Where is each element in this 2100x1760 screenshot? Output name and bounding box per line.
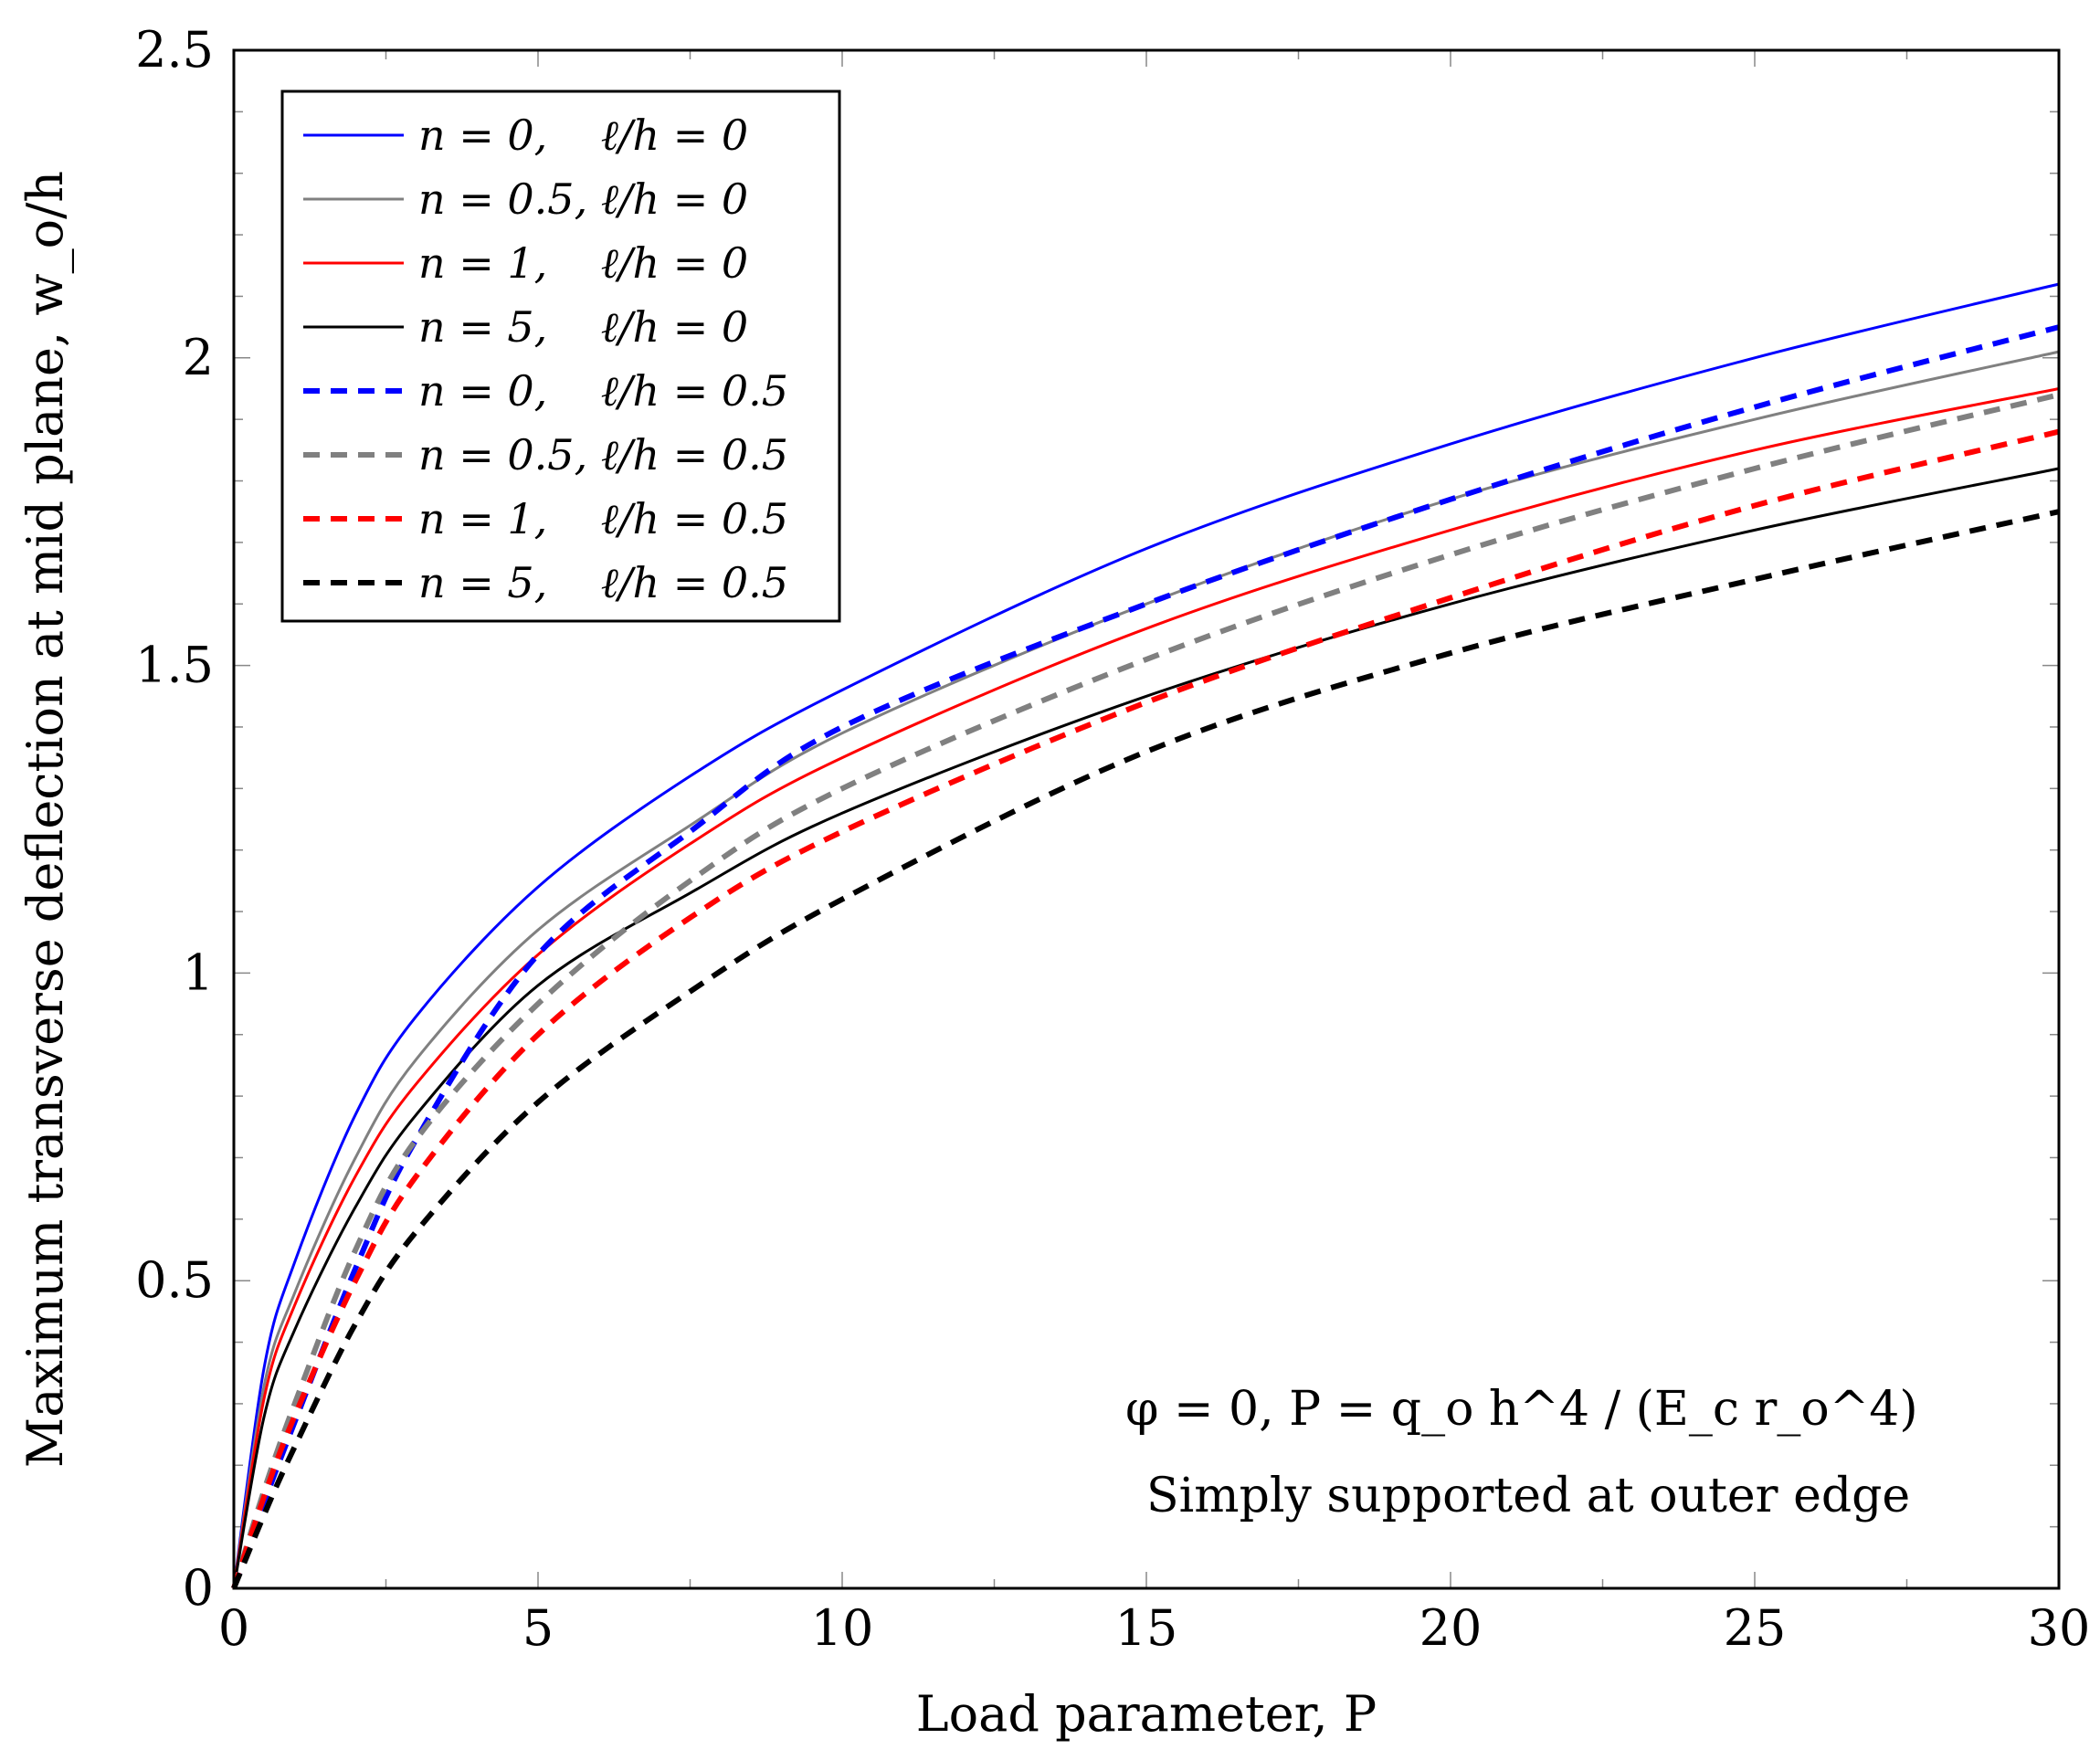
x-tick-label: 30 [2028, 1599, 2091, 1657]
y-tick-label: 2 [183, 329, 214, 386]
legend-label: n = 5, ℓ/h = 0.5 [418, 558, 788, 607]
x-tick-label: 10 [811, 1599, 874, 1657]
y-tick-label: 0.5 [135, 1251, 214, 1309]
legend-label: n = 0, ℓ/h = 0 [418, 111, 748, 160]
legend-label: n = 0, ℓ/h = 0.5 [418, 366, 788, 416]
axis-ticks [233, 49, 2060, 1589]
series-lines [231, 282, 2060, 1590]
y-tick-labels: 0 0.5 1 1.5 2 2.5 [135, 21, 214, 1617]
annotation-boundary: Simply supported at outer edge [1146, 1469, 1910, 1523]
x-tick-label: 15 [1115, 1599, 1178, 1657]
x-tick-label: 5 [522, 1599, 554, 1657]
y-axis-title: Maximum transverse deflection at mid pla… [16, 171, 74, 1468]
x-tick-labels: 0 5 10 15 20 25 30 [218, 1599, 2091, 1657]
series-line-4 [232, 467, 2060, 1589]
y-tick-label: 0 [183, 1559, 214, 1617]
series-line-8 [231, 509, 2060, 1590]
legend-label: n = 0.5, ℓ/h = 0 [418, 174, 748, 224]
legend-label: n = 1, ℓ/h = 0.5 [418, 494, 788, 543]
legend-box [280, 90, 841, 623]
plot-frame [232, 48, 2061, 1590]
legend-label: n = 0.5, ℓ/h = 0.5 [418, 430, 788, 480]
legend-label: n = 1, ℓ/h = 0 [418, 238, 748, 288]
x-tick-label: 20 [1419, 1599, 1483, 1657]
series-line-1 [232, 282, 2060, 1589]
legend-label: n = 5, ℓ/h = 0 [418, 302, 748, 352]
series-line-6 [231, 392, 2060, 1589]
y-tick-label: 1 [183, 943, 214, 1001]
series-line-7 [231, 428, 2060, 1589]
legend: n = 0, ℓ/h = 0 n = 0.5, ℓ/h = 0 n = 1, ℓ/h… [280, 90, 841, 623]
x-tick-label: 0 [218, 1599, 249, 1657]
y-tick-label: 1.5 [135, 637, 214, 694]
y-tick-label: 2.5 [135, 21, 214, 79]
annotation-formula: φ = 0, P = q_o h^4 / (E_c r_o^4) [1125, 1382, 1918, 1437]
x-tick-label: 25 [1724, 1599, 1787, 1657]
series-line-3 [232, 387, 2060, 1589]
x-axis-title: Load parameter, P [916, 1685, 1377, 1743]
